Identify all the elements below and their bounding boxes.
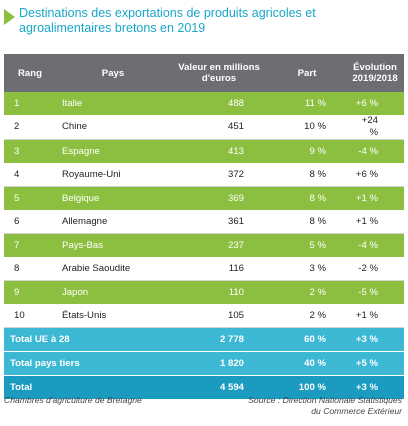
cell-valeur: 116 [170, 257, 268, 281]
total-evolution: +3 % [346, 327, 404, 352]
cell-pays: Belgique [56, 186, 170, 210]
total-row-ue: Total UE à 28 2 778 60 % +3 % [4, 327, 404, 352]
footer-source-line2: du Commerce Extérieur [311, 406, 402, 416]
header-pays: Pays [56, 54, 170, 92]
footer-source-line1: Source : Direction Nationale Statistique… [248, 395, 402, 405]
cell-valeur: 413 [170, 139, 268, 163]
cell-pays: Italie [56, 92, 170, 115]
total-evolution: +3 % [346, 375, 404, 399]
triangle-bullet-icon [4, 9, 15, 25]
total-part: 40 % [268, 351, 346, 376]
table-row: 10 États-Unis 105 2 % +1 % [4, 304, 404, 328]
cell-valeur: 488 [170, 92, 268, 115]
header-valeur: Valeur en millions d'euros [170, 54, 268, 92]
cell-pays: Espagne [56, 139, 170, 163]
cell-part: 8 % [268, 186, 346, 210]
cell-rang: 10 [4, 304, 56, 328]
total-valeur: 1 820 [170, 351, 268, 376]
cell-rang: 5 [4, 186, 56, 210]
cell-valeur: 361 [170, 210, 268, 234]
page-title: Destinations des exportations de produit… [19, 6, 316, 35]
cell-rang: 8 [4, 257, 56, 281]
cell-pays: Chine [56, 115, 170, 140]
total-row-global: Total 4 594 100 % +3 % [4, 375, 404, 399]
cell-evolution: -2 % [346, 257, 404, 281]
header-evolution: Évolution 2019/2018 [346, 54, 404, 92]
total-part: 60 % [268, 327, 346, 352]
cell-evolution: +1 % [346, 210, 404, 234]
cell-part: 11 % [268, 92, 346, 115]
footer-source: Source : Direction Nationale Statistique… [202, 395, 402, 417]
cell-pays: Royaume-Uni [56, 163, 170, 187]
table-row: 6 Allemagne 361 8 % +1 % [4, 210, 404, 234]
total-row-tiers: Total pays tiers 1 820 40 % +5 % [4, 351, 404, 376]
cell-pays: Pays-Bas [56, 233, 170, 257]
footer-credit: Chambres d'agriculture de Bretagne [4, 395, 142, 405]
total-part: 100 % [268, 375, 346, 399]
cell-valeur: 451 [170, 115, 268, 140]
cell-part: 2 % [268, 304, 346, 328]
cell-pays: Japon [56, 280, 170, 304]
table-row: 2 Chine 451 10 % +24 % [4, 115, 404, 140]
cell-rang: 6 [4, 210, 56, 234]
cell-valeur: 105 [170, 304, 268, 328]
header-rang: Rang [4, 54, 56, 92]
header-part: Part [268, 54, 346, 92]
cell-part: 8 % [268, 210, 346, 234]
cell-evolution: +6 % [346, 163, 404, 187]
table-row: 8 Arabie Saoudite 116 3 % -2 % [4, 257, 404, 281]
table-row: 1 Italie 488 11 % +6 % [4, 92, 404, 115]
title-block: Destinations des exportations de produit… [4, 6, 404, 52]
table-row: 7 Pays-Bas 237 5 % -4 % [4, 233, 404, 257]
cell-part: 5 % [268, 233, 346, 257]
cell-rang: 9 [4, 280, 56, 304]
cell-evolution: -4 % [346, 233, 404, 257]
table-header-row: Rang Pays Valeur en millions d'euros Par… [4, 54, 404, 92]
cell-rang: 2 [4, 115, 56, 140]
cell-evolution: +24 % [346, 115, 404, 140]
exports-table: Rang Pays Valeur en millions d'euros Par… [4, 54, 404, 399]
cell-evolution: +6 % [346, 92, 404, 115]
cell-valeur: 110 [170, 280, 268, 304]
total-evolution: +5 % [346, 351, 404, 376]
cell-valeur: 237 [170, 233, 268, 257]
cell-part: 8 % [268, 163, 346, 187]
cell-evolution: -5 % [346, 280, 404, 304]
table-row: 3 Espagne 413 9 % -4 % [4, 139, 404, 163]
cell-rang: 7 [4, 233, 56, 257]
cell-evolution: +1 % [346, 186, 404, 210]
cell-rang: 1 [4, 92, 56, 115]
cell-part: 3 % [268, 257, 346, 281]
cell-part: 9 % [268, 139, 346, 163]
total-label: Total [4, 375, 170, 399]
cell-rang: 4 [4, 163, 56, 187]
cell-part: 10 % [268, 115, 346, 140]
table-row: 5 Belgique 369 8 % +1 % [4, 186, 404, 210]
table-row: 9 Japon 110 2 % -5 % [4, 280, 404, 304]
total-valeur: 2 778 [170, 327, 268, 352]
cell-part: 2 % [268, 280, 346, 304]
table-row: 4 Royaume-Uni 372 8 % +6 % [4, 163, 404, 187]
cell-pays: Allemagne [56, 210, 170, 234]
cell-pays: Arabie Saoudite [56, 257, 170, 281]
cell-rang: 3 [4, 139, 56, 163]
cell-pays: États-Unis [56, 304, 170, 328]
total-valeur: 4 594 [170, 375, 268, 399]
cell-valeur: 372 [170, 163, 268, 187]
total-label: Total pays tiers [4, 351, 170, 376]
total-label: Total UE à 28 [4, 327, 170, 352]
cell-valeur: 369 [170, 186, 268, 210]
cell-evolution: -4 % [346, 139, 404, 163]
cell-evolution: +1 % [346, 304, 404, 328]
